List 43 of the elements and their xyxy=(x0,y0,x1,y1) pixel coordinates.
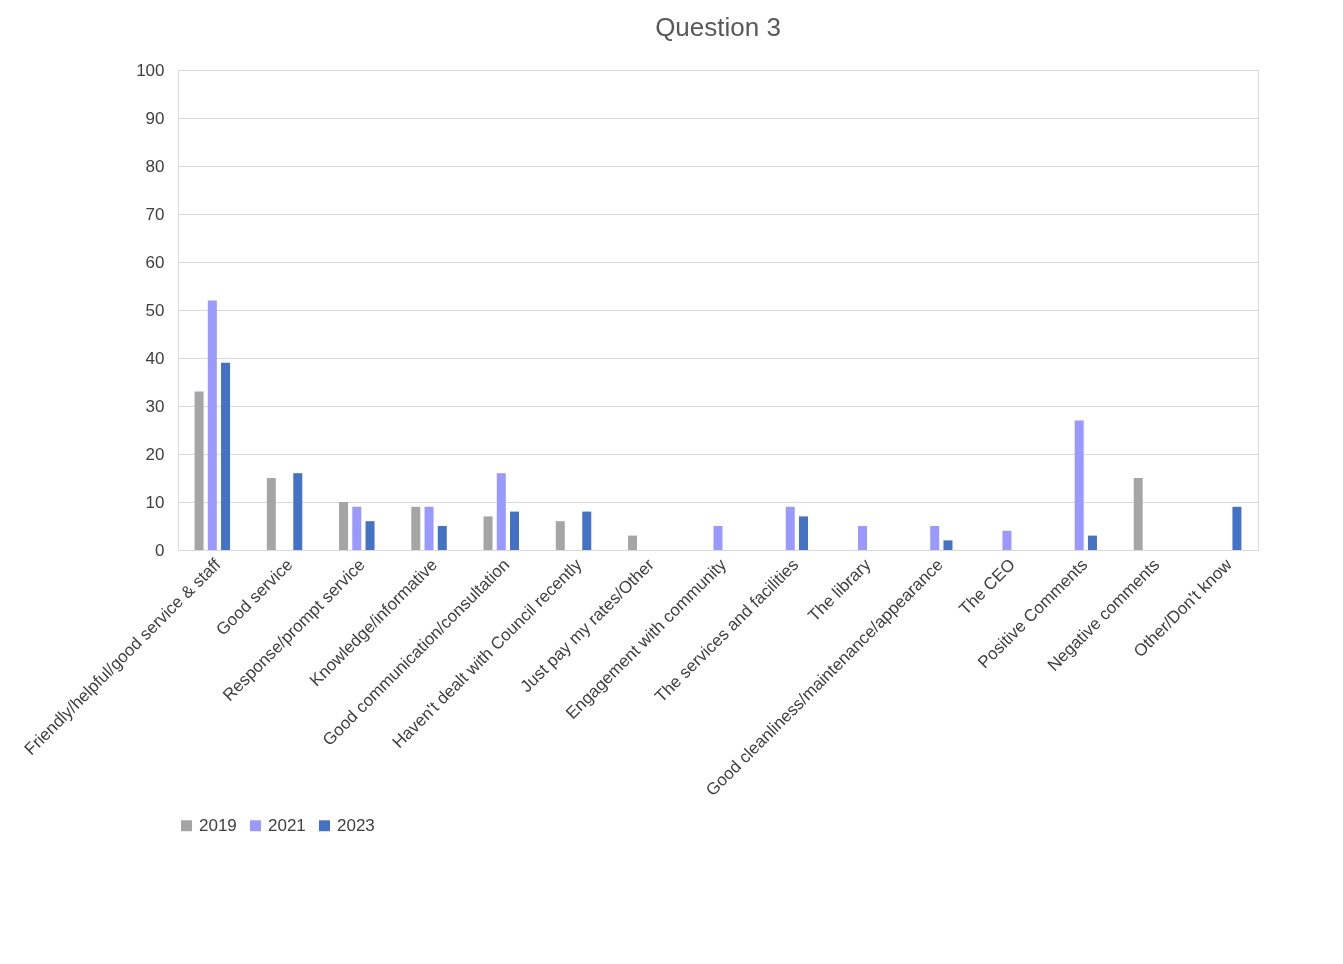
bar xyxy=(1087,535,1097,550)
bar xyxy=(483,516,493,550)
bar xyxy=(266,478,276,550)
bar xyxy=(1232,506,1242,550)
y-tick-label: 0 xyxy=(155,540,165,560)
y-tick-label: 60 xyxy=(145,252,165,272)
bar xyxy=(943,540,953,550)
bar xyxy=(207,300,217,550)
bar xyxy=(1074,420,1084,550)
y-tick-label: 40 xyxy=(145,348,165,368)
y-tick-label: 50 xyxy=(145,300,165,320)
bar xyxy=(582,511,592,550)
y-tick-label: 20 xyxy=(145,444,165,464)
bar xyxy=(437,526,447,550)
bar xyxy=(352,506,362,550)
y-tick-label: 10 xyxy=(145,492,165,512)
bar xyxy=(411,506,421,550)
bar xyxy=(785,506,795,550)
bar xyxy=(424,506,434,550)
chart-title: Question 3 xyxy=(655,12,781,42)
legend-label: 2023 xyxy=(337,815,375,835)
bar xyxy=(496,473,506,550)
bar xyxy=(293,473,303,550)
y-tick-label: 100 xyxy=(136,60,165,80)
y-tick-label: 30 xyxy=(145,396,165,416)
bar xyxy=(510,511,520,550)
y-tick-label: 70 xyxy=(145,204,165,224)
bar xyxy=(365,521,375,550)
legend-label: 2021 xyxy=(268,815,306,835)
bar xyxy=(194,391,204,550)
y-tick-label: 80 xyxy=(145,156,165,176)
bar xyxy=(628,535,638,550)
bar xyxy=(1133,478,1143,550)
bar xyxy=(339,502,349,550)
legend-label: 2019 xyxy=(199,815,237,835)
bar xyxy=(221,362,231,550)
bar xyxy=(857,526,867,550)
bar xyxy=(555,521,565,550)
bar xyxy=(930,526,940,550)
bar xyxy=(1002,530,1012,550)
y-tick-label: 90 xyxy=(145,108,165,128)
bar xyxy=(713,526,723,550)
bar xyxy=(798,516,808,550)
